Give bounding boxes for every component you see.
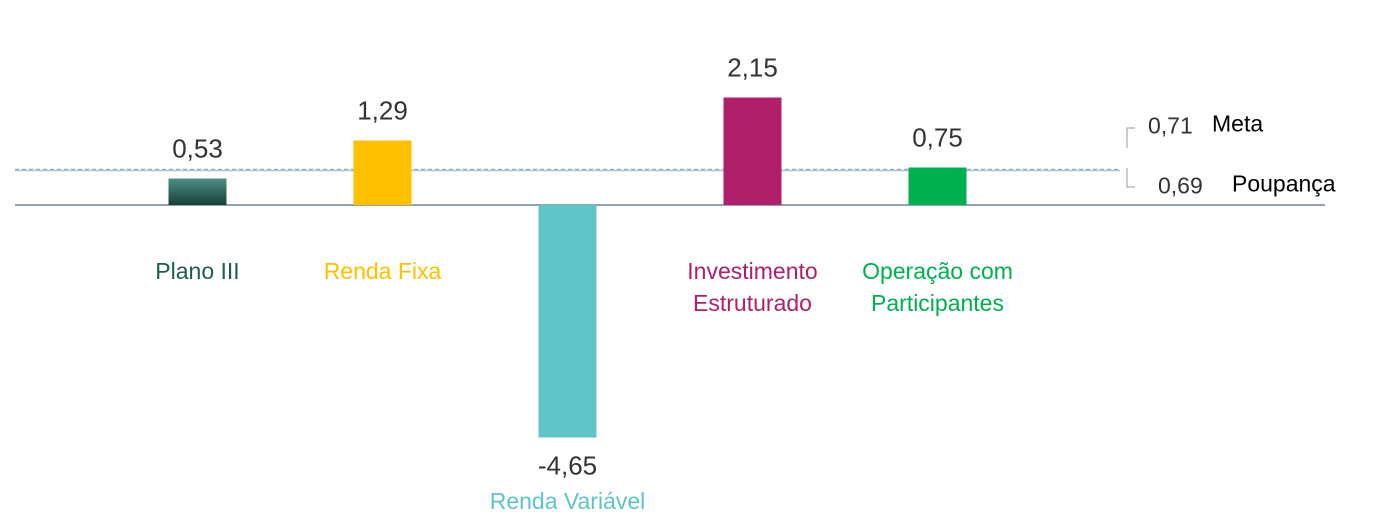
category-label: Renda Fixa <box>323 258 442 284</box>
value-label: 1,29 <box>357 95 408 125</box>
reference-name: Poupança <box>1232 171 1336 197</box>
category-label: Plano III <box>155 258 240 284</box>
reference-value: 0,69 <box>1158 173 1203 199</box>
bracket <box>1126 127 1135 188</box>
value-label: 2,15 <box>727 52 778 82</box>
reference-name: Meta <box>1212 111 1263 137</box>
category-label: Investimento Estruturado <box>687 258 818 316</box>
reference-value: 0,71 <box>1148 113 1193 139</box>
bar <box>908 167 967 205</box>
bar <box>168 178 227 205</box>
bar <box>723 97 782 205</box>
value-label: -4,65 <box>538 450 597 480</box>
value-label: 0,53 <box>172 133 223 163</box>
category-label: Renda Variável <box>489 487 646 514</box>
bar <box>538 205 597 438</box>
bar <box>353 140 412 205</box>
category-label: Operação com Participantes <box>862 258 1013 316</box>
value-label: 0,75 <box>912 122 963 152</box>
